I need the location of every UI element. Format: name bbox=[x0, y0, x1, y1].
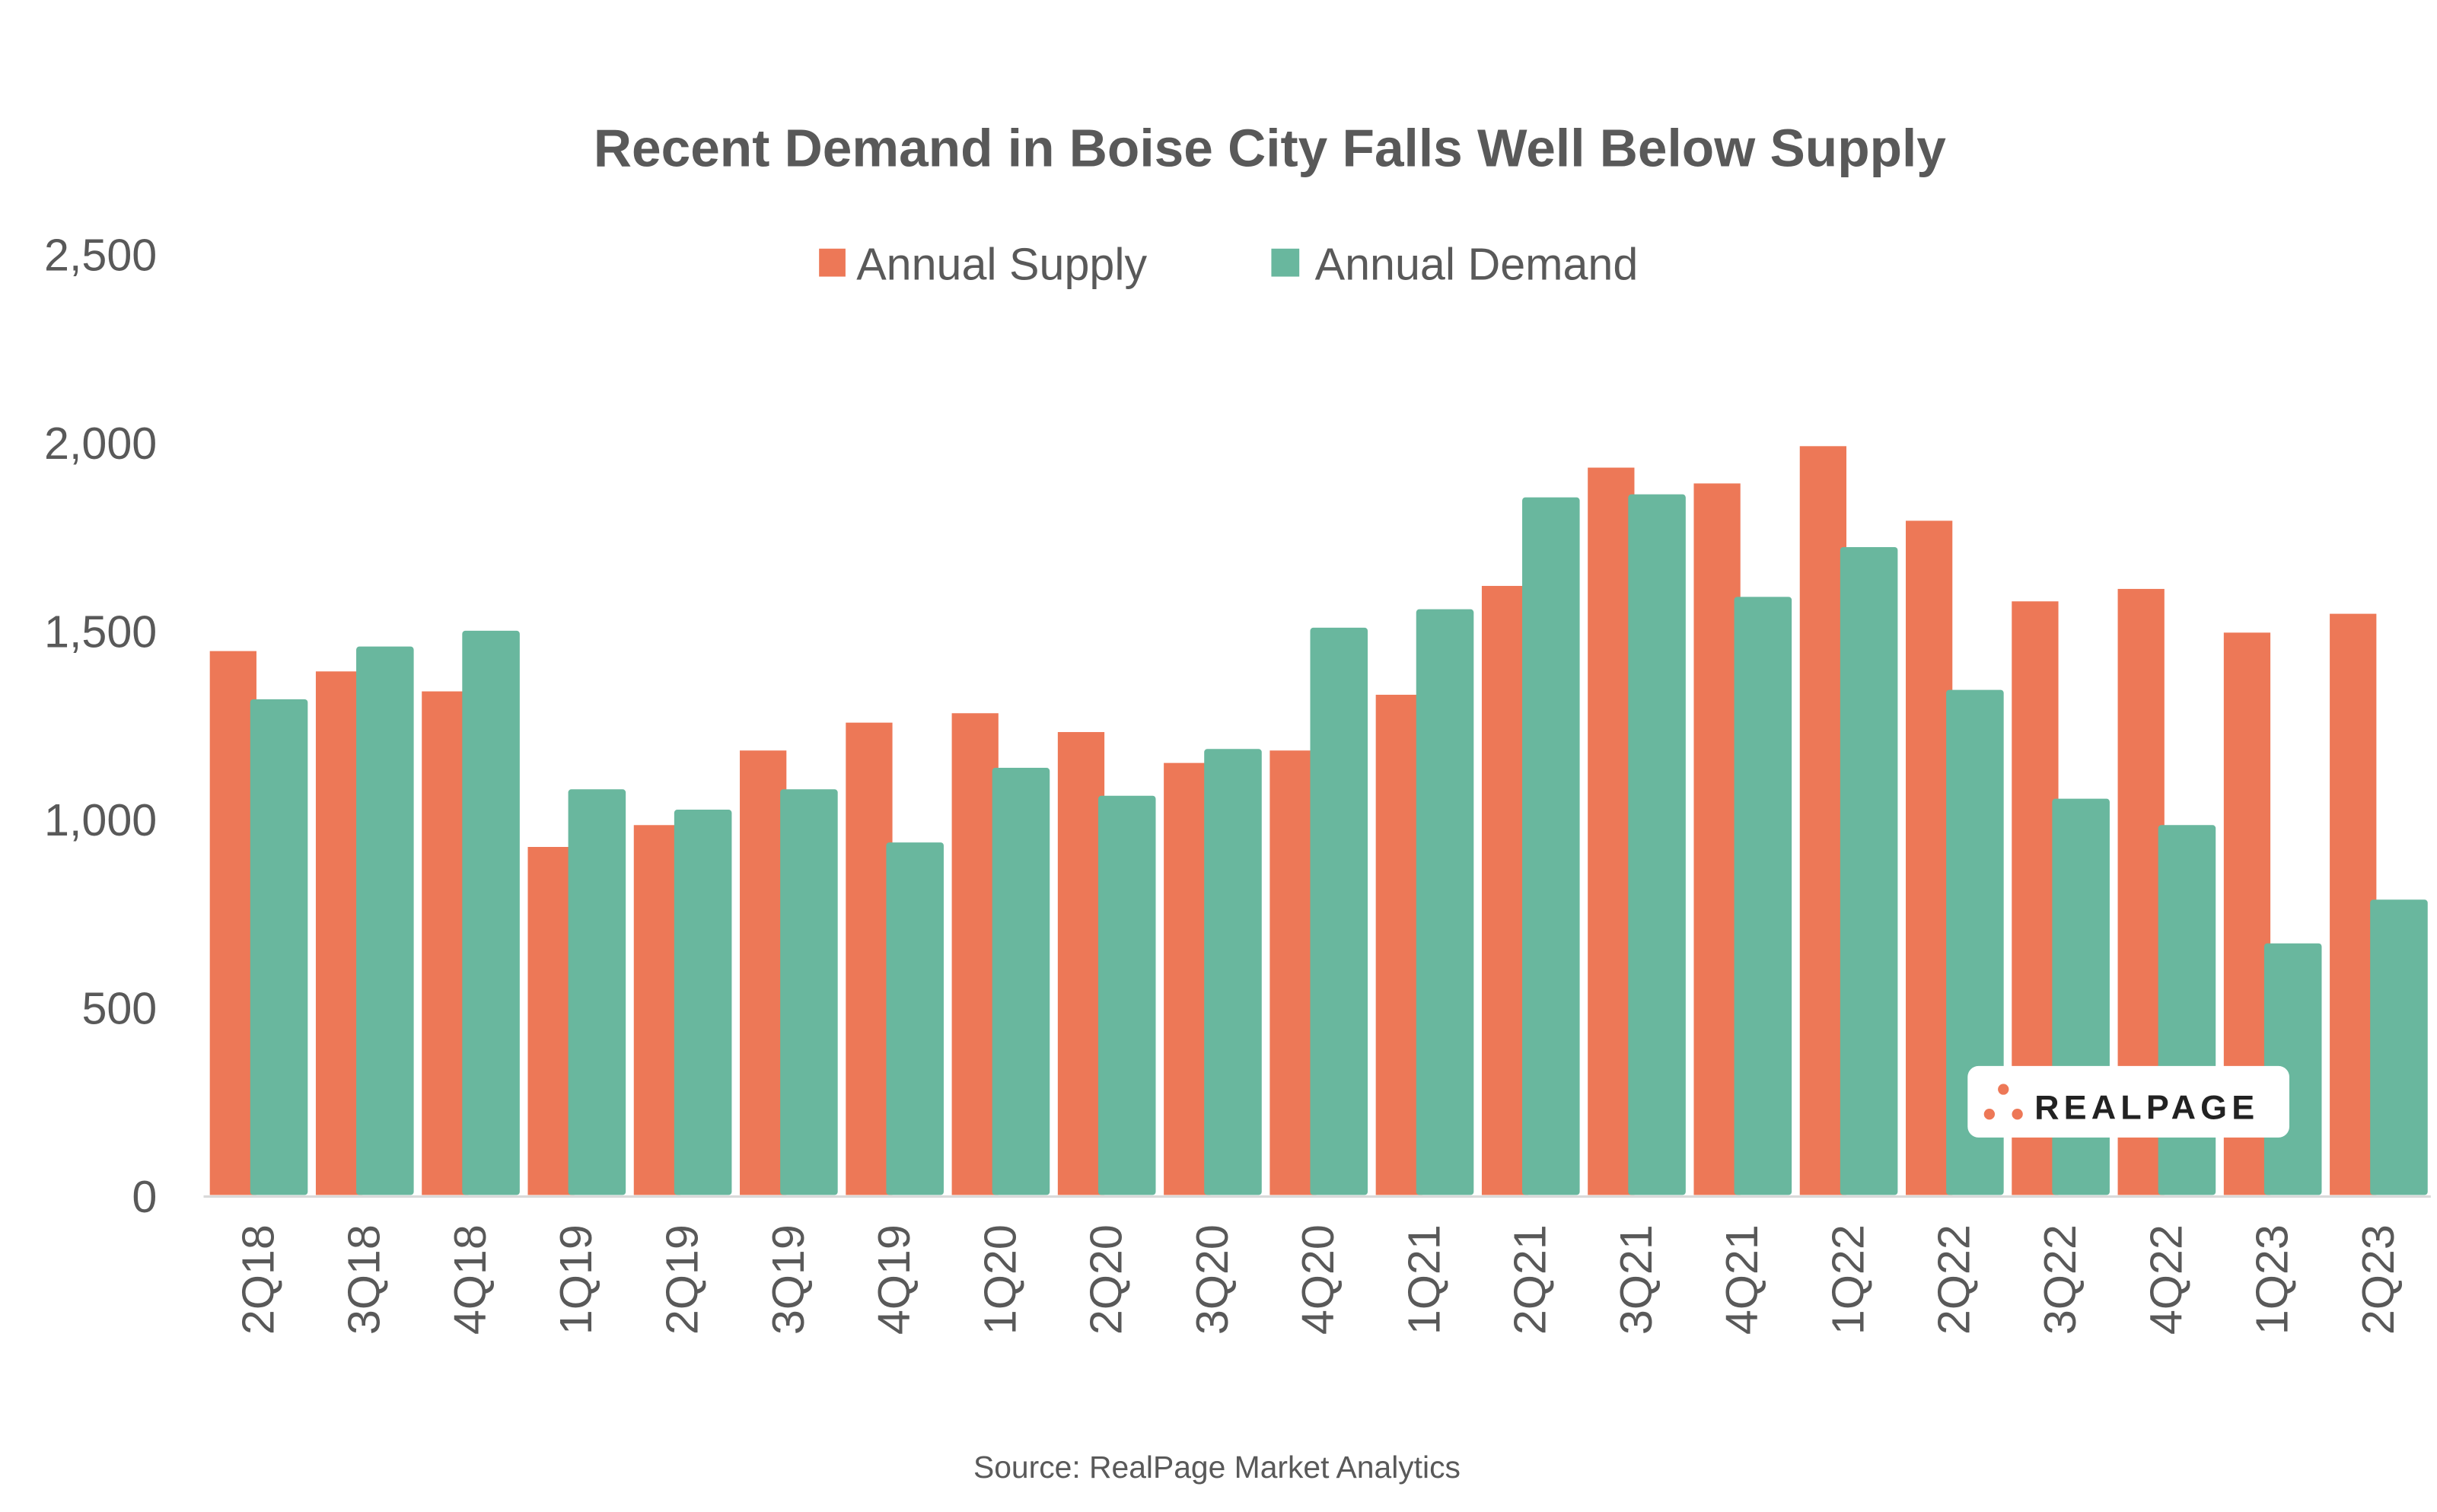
x-tick-label: 4Q22 bbox=[2140, 1224, 2191, 1335]
bar-supply-2Q22 bbox=[1906, 520, 1953, 1195]
bar-demand-2Q20 bbox=[1097, 795, 1156, 1195]
bar-demand-4Q18 bbox=[462, 630, 520, 1195]
bar-supply-2Q20 bbox=[1057, 732, 1105, 1195]
bar-supply-4Q18 bbox=[422, 691, 469, 1195]
bar-supply-2Q18 bbox=[209, 651, 256, 1195]
x-tick-label: 3Q21 bbox=[1610, 1224, 1661, 1335]
bar-supply-4Q19 bbox=[846, 722, 893, 1195]
bar-demand-2Q21 bbox=[1522, 497, 1580, 1195]
x-tick-label: 4Q21 bbox=[1716, 1224, 1767, 1335]
x-tick-label: 1Q19 bbox=[550, 1224, 601, 1335]
bar-demand-2Q19 bbox=[674, 810, 732, 1195]
bar-demand-4Q22 bbox=[2158, 825, 2216, 1195]
x-tick-label: 1Q20 bbox=[974, 1224, 1025, 1335]
bar-demand-3Q18 bbox=[356, 646, 414, 1195]
bar-demand-1Q19 bbox=[568, 789, 626, 1195]
legend-swatch-supply bbox=[819, 248, 846, 277]
bar-supply-2Q21 bbox=[1481, 585, 1529, 1195]
bar-supply-1Q19 bbox=[527, 847, 575, 1195]
x-tick-label: 3Q19 bbox=[763, 1224, 814, 1335]
y-tick-label: 1,000 bbox=[44, 794, 157, 845]
bar-demand-3Q19 bbox=[780, 789, 838, 1195]
bar-supply-2Q19 bbox=[633, 825, 681, 1195]
bar-demand-2Q23 bbox=[2370, 899, 2428, 1195]
x-axis: 2Q18 3Q18 4Q18 1Q19 2Q19 3Q19 4Q19 1Q20 2Q20 3Q20… bbox=[232, 1224, 2403, 1335]
legend-label-supply: Annual Supply bbox=[856, 239, 1147, 290]
bar-supply-3Q19 bbox=[740, 750, 787, 1195]
x-tick-label: 2Q20 bbox=[1081, 1224, 1132, 1335]
y-tick-label: 2,500 bbox=[44, 229, 157, 280]
svg-text:REALPAGE: REALPAGE bbox=[2034, 1087, 2259, 1126]
x-tick-label: 2Q21 bbox=[1505, 1224, 1556, 1335]
bar-supply-1Q20 bbox=[951, 713, 999, 1195]
y-tick-label: 0 bbox=[132, 1171, 157, 1222]
x-tick-label: 2Q18 bbox=[232, 1224, 283, 1335]
x-tick-label: 4Q19 bbox=[868, 1224, 919, 1335]
x-tick-label: 2Q19 bbox=[656, 1224, 707, 1335]
x-tick-label: 3Q18 bbox=[339, 1224, 390, 1335]
bar-supply-1Q22 bbox=[1799, 446, 1847, 1195]
bar-demand-3Q21 bbox=[1628, 494, 1686, 1195]
bar-demand-2Q18 bbox=[250, 699, 308, 1195]
bar-supply-3Q21 bbox=[1588, 467, 1635, 1195]
x-tick-label: 2Q22 bbox=[1929, 1224, 1980, 1335]
x-tick-label: 2Q23 bbox=[2353, 1224, 2404, 1335]
x-tick-label: 1Q22 bbox=[1822, 1224, 1873, 1335]
bar-supply-4Q20 bbox=[1269, 750, 1317, 1195]
legend-label-demand: Annual Demand bbox=[1315, 239, 1639, 290]
chart-title: Recent Demand in Boise City Falls Well B… bbox=[594, 119, 1946, 178]
bar-demand-4Q21 bbox=[1734, 597, 1792, 1195]
bar-supply-3Q18 bbox=[315, 671, 363, 1195]
y-tick-label: 2,000 bbox=[44, 418, 157, 469]
x-tick-label: 1Q23 bbox=[2247, 1224, 2298, 1335]
bar-supply-2Q23 bbox=[2330, 613, 2377, 1195]
bar-demand-3Q20 bbox=[1204, 749, 1262, 1195]
legend: Annual Supply Annual Demand bbox=[819, 239, 1638, 290]
y-axis: 0 500 1,000 1,500 2,000 2,500 bbox=[44, 229, 157, 1222]
x-tick-label: 4Q18 bbox=[444, 1224, 495, 1335]
bar-demand-4Q19 bbox=[886, 842, 944, 1195]
bar-demand-4Q20 bbox=[1310, 627, 1368, 1195]
bar-supply-4Q21 bbox=[1693, 483, 1741, 1195]
x-tick-label: 4Q20 bbox=[1292, 1224, 1343, 1335]
bar-demand-1Q21 bbox=[1416, 609, 1474, 1195]
y-tick-label: 500 bbox=[81, 982, 157, 1033]
bar-demand-1Q22 bbox=[1840, 546, 1898, 1195]
bar-demand-1Q20 bbox=[992, 768, 1050, 1195]
x-tick-label: 3Q22 bbox=[2034, 1224, 2085, 1335]
source-note: Source: RealPage Market Analytics bbox=[973, 1450, 1461, 1485]
x-tick-label: 3Q20 bbox=[1187, 1224, 1238, 1335]
x-tick-label: 1Q21 bbox=[1398, 1224, 1449, 1335]
legend-swatch-demand bbox=[1271, 248, 1300, 277]
bar-supply-3Q20 bbox=[1164, 762, 1211, 1195]
y-tick-label: 1,500 bbox=[44, 606, 157, 657]
realpage-logo: REALPAGE bbox=[1967, 1065, 2290, 1138]
bar-supply-1Q21 bbox=[1375, 695, 1422, 1195]
